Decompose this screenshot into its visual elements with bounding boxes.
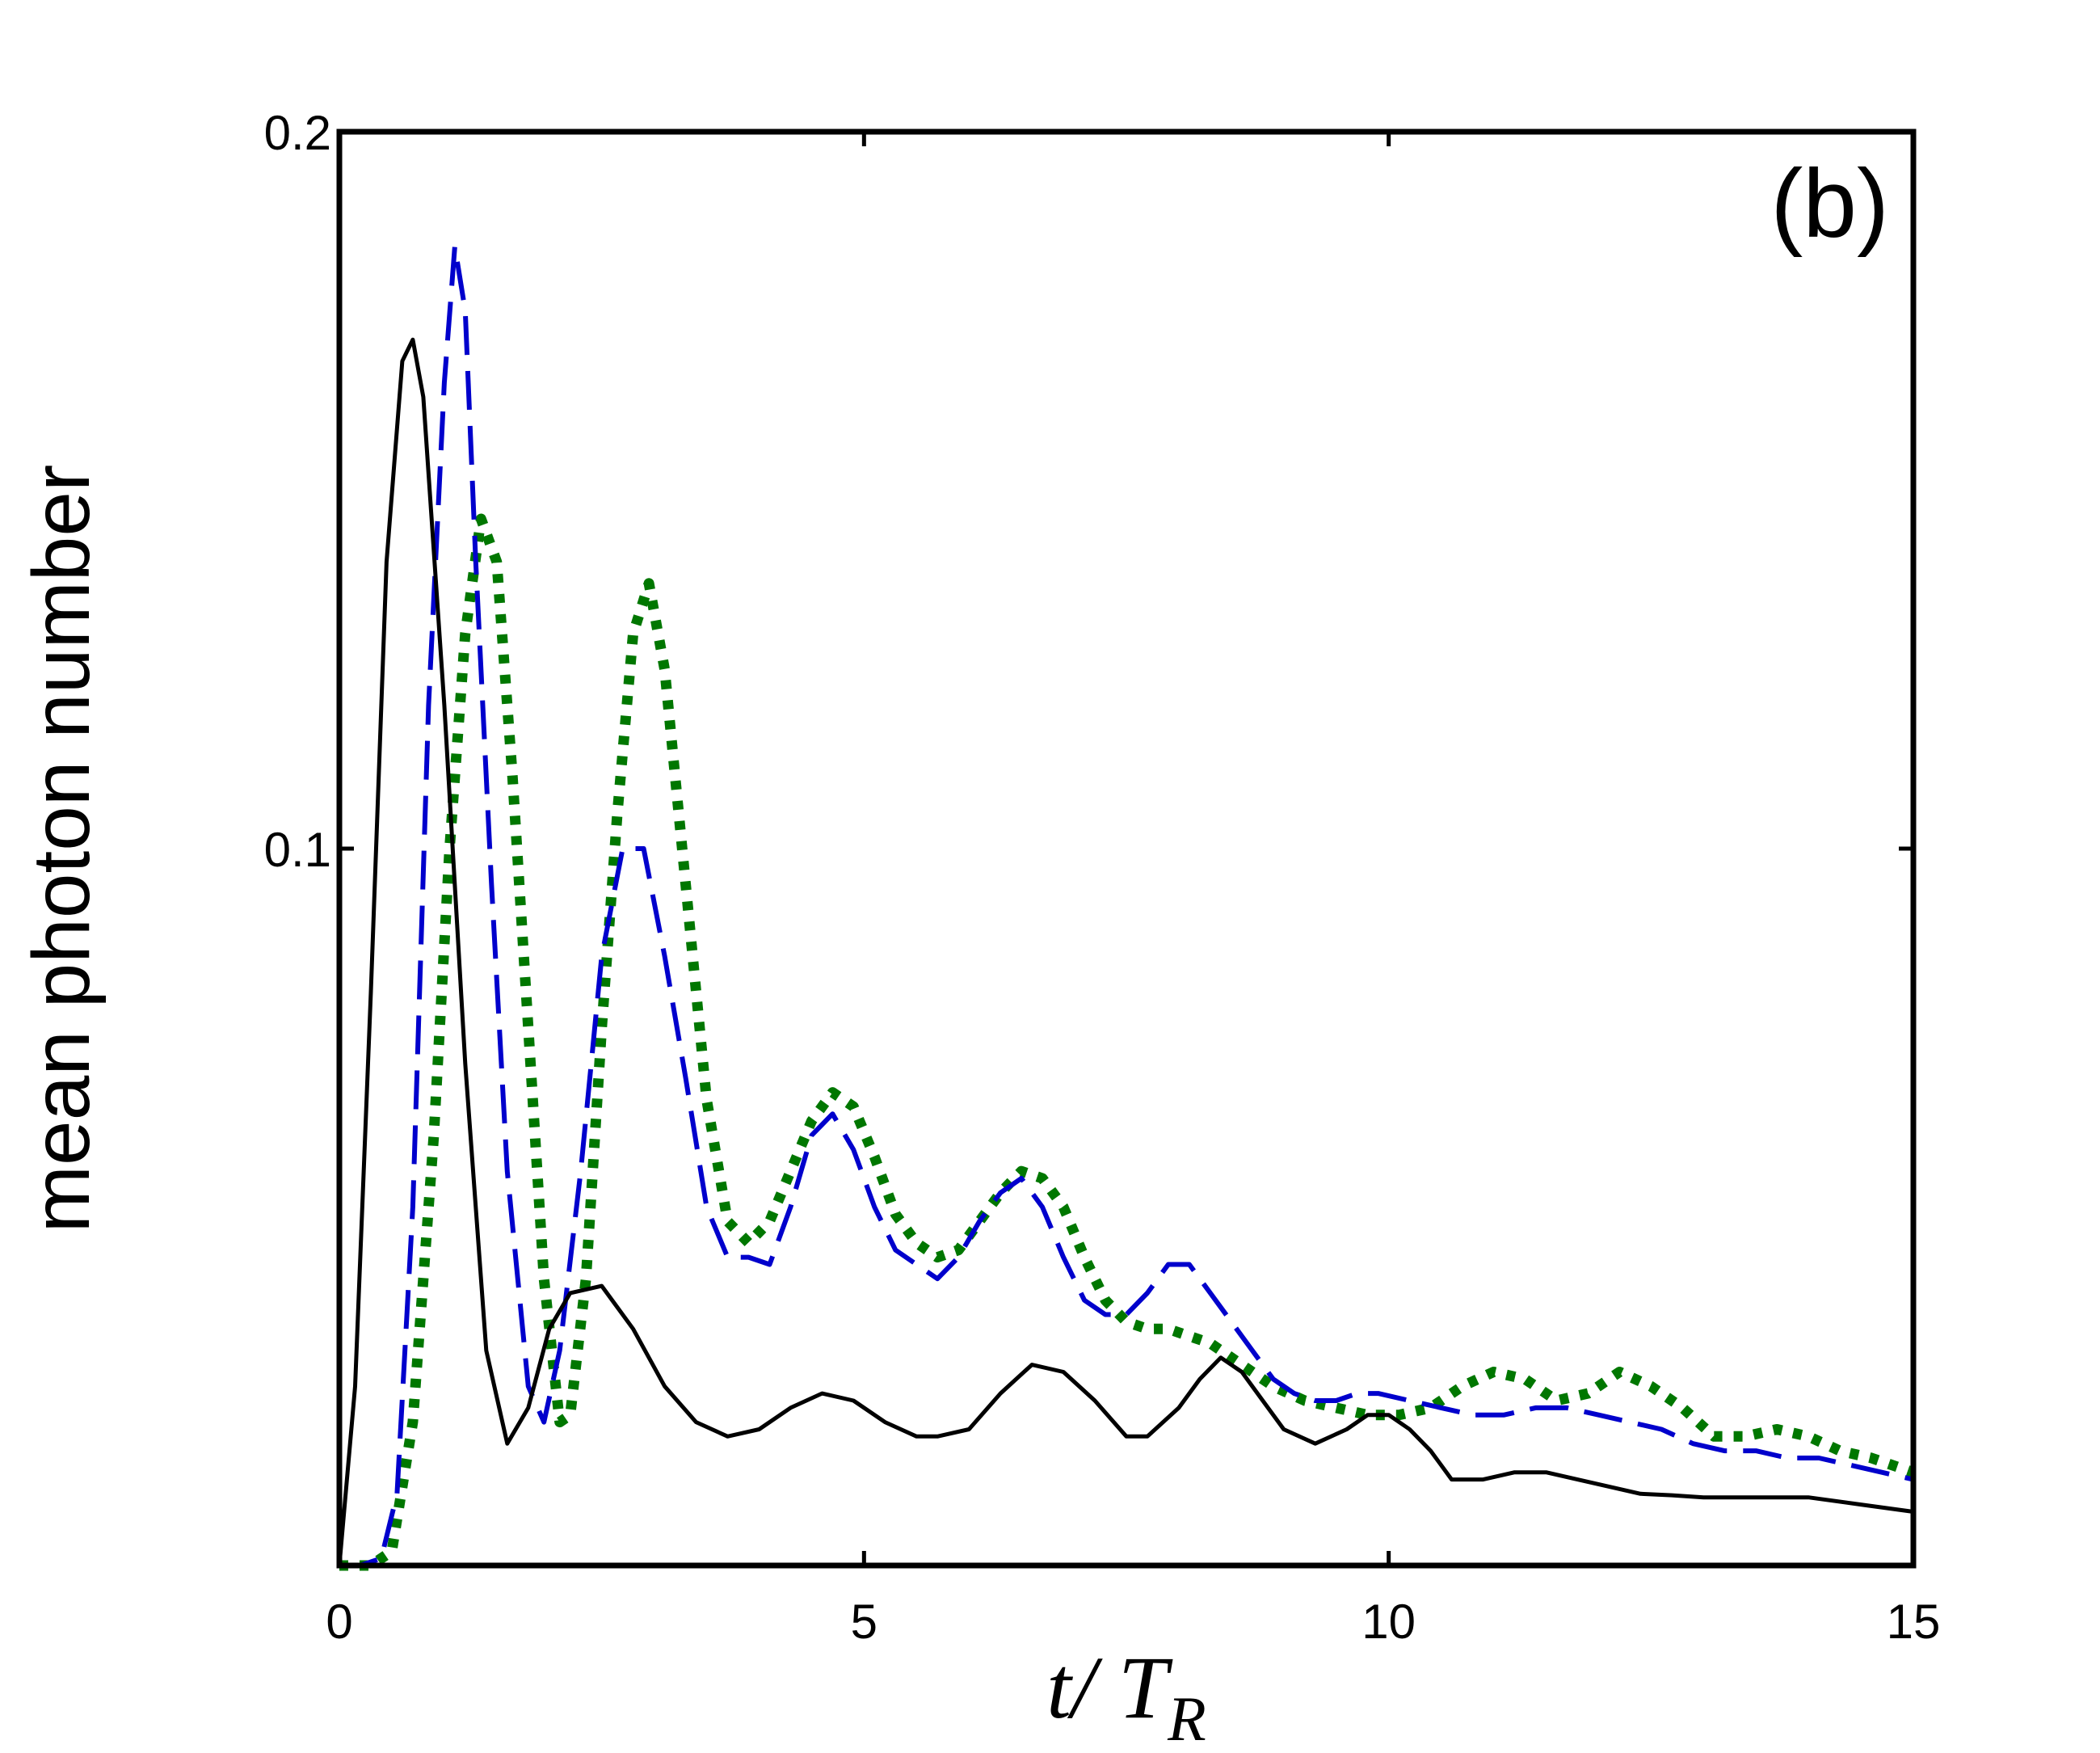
y-tick-label: 0.2 — [264, 106, 331, 160]
x-tick-label: 5 — [851, 1595, 877, 1649]
y-tick-label: 0.1 — [264, 823, 331, 877]
plot-frame — [336, 129, 1917, 1569]
tick-layer — [337, 129, 1916, 1565]
x-axis-label: t/ TR — [1046, 1638, 1206, 1753]
y-axis-label: mean photon number — [16, 465, 107, 1233]
series-layer — [337, 243, 1916, 1571]
x-tick-label: 0 — [326, 1595, 352, 1649]
series-line-dashed — [339, 243, 1914, 1568]
series-line-dotted — [339, 513, 1916, 1571]
tick-label-layer: 0 5 10 15 0.1 0.2 — [264, 106, 1941, 1649]
x-axis-label-subscript: R — [1167, 1683, 1206, 1753]
x-axis-label-main: t/ T — [1046, 1638, 1173, 1737]
x-tick-label: 10 — [1361, 1595, 1416, 1649]
panel-label: (b) — [1770, 150, 1889, 258]
series-line-solid — [337, 337, 1914, 1566]
x-tick-label: 15 — [1887, 1595, 1941, 1649]
